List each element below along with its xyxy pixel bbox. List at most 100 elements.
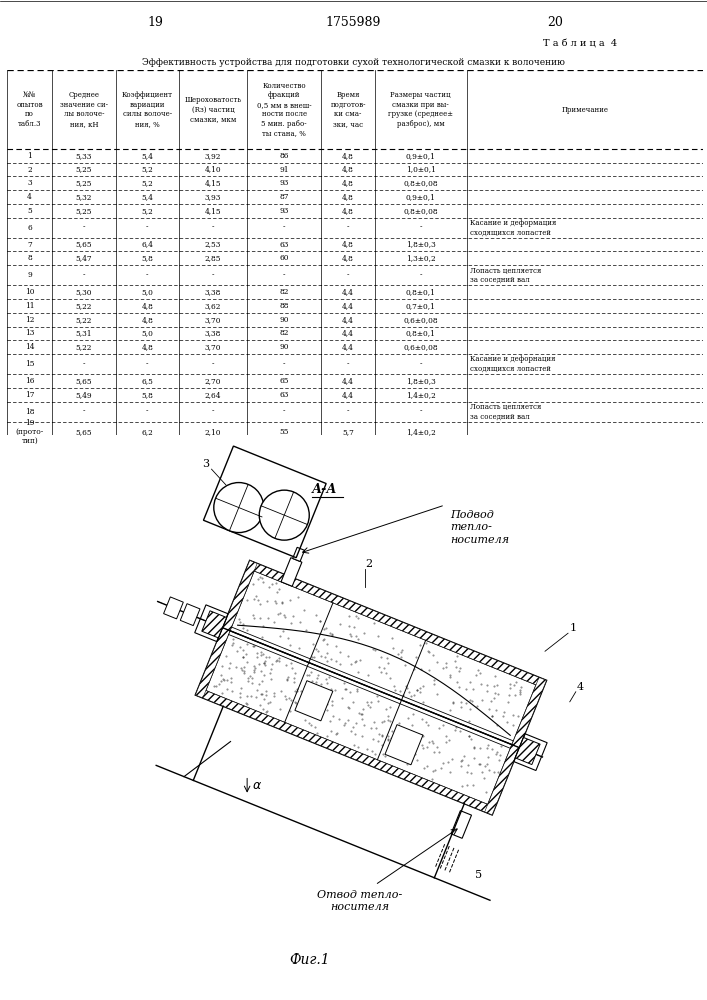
Text: 86: 86 xyxy=(279,152,289,160)
Text: 5,25: 5,25 xyxy=(76,207,92,215)
Text: Лопасть цепляется
за соседний вал: Лопасть цепляется за соседний вал xyxy=(470,403,542,420)
Text: 5,0: 5,0 xyxy=(141,329,153,337)
Text: 2,10: 2,10 xyxy=(204,428,221,436)
Polygon shape xyxy=(180,604,200,626)
Text: 0,6±0,08: 0,6±0,08 xyxy=(404,343,438,351)
Text: 3,38: 3,38 xyxy=(205,329,221,337)
Text: 1,4±0,2: 1,4±0,2 xyxy=(406,391,436,399)
Polygon shape xyxy=(295,681,333,721)
Polygon shape xyxy=(451,811,472,838)
Text: 4,8: 4,8 xyxy=(342,254,354,262)
Text: 4,4: 4,4 xyxy=(342,316,354,324)
Text: -: - xyxy=(347,224,349,232)
Polygon shape xyxy=(293,547,305,561)
Text: -: - xyxy=(83,271,85,279)
Text: 3,70: 3,70 xyxy=(204,316,221,324)
Text: -: - xyxy=(146,271,148,279)
Text: 2: 2 xyxy=(365,559,372,569)
Text: Примечание: Примечание xyxy=(561,106,609,114)
Text: -: - xyxy=(283,271,286,279)
Text: 3,93: 3,93 xyxy=(205,193,221,201)
Polygon shape xyxy=(201,611,227,638)
Text: 1: 1 xyxy=(570,623,577,633)
Text: 5,22: 5,22 xyxy=(76,302,92,310)
Text: 0,9±0,1: 0,9±0,1 xyxy=(406,193,436,201)
Text: -: - xyxy=(347,360,349,368)
Text: -: - xyxy=(283,408,286,416)
Text: 6,2: 6,2 xyxy=(141,428,153,436)
Text: 5,25: 5,25 xyxy=(76,166,92,174)
Text: Фиг.1: Фиг.1 xyxy=(290,953,330,967)
Text: 0,7±0,1: 0,7±0,1 xyxy=(406,302,436,310)
Text: 82: 82 xyxy=(279,329,288,337)
Text: 1,8±0,3: 1,8±0,3 xyxy=(406,241,436,249)
Text: 55: 55 xyxy=(279,428,289,436)
Text: 4,4: 4,4 xyxy=(342,391,354,399)
Text: 3: 3 xyxy=(28,179,32,187)
Text: 2,70: 2,70 xyxy=(204,377,221,385)
Text: 10: 10 xyxy=(25,288,35,296)
Text: 3,62: 3,62 xyxy=(205,302,221,310)
Text: -: - xyxy=(419,360,422,368)
Text: 5,8: 5,8 xyxy=(141,254,153,262)
Text: 5: 5 xyxy=(474,870,481,880)
Text: 6,4: 6,4 xyxy=(141,241,153,249)
Text: -: - xyxy=(83,408,85,416)
Text: 8: 8 xyxy=(28,254,32,262)
Text: 4,4: 4,4 xyxy=(342,329,354,337)
Text: 4,8: 4,8 xyxy=(342,241,354,249)
Text: 93: 93 xyxy=(279,207,288,215)
Text: -: - xyxy=(347,408,349,416)
Text: -: - xyxy=(419,271,422,279)
Text: 9: 9 xyxy=(28,271,32,279)
Text: 0,8±0,1: 0,8±0,1 xyxy=(406,288,436,296)
Text: 4: 4 xyxy=(577,682,584,692)
Text: А-А: А-А xyxy=(312,483,337,496)
Text: -: - xyxy=(211,224,214,232)
Text: -: - xyxy=(419,408,422,416)
Text: Т а б л и ц а  4: Т а б л и ц а 4 xyxy=(543,40,617,49)
Text: 5,4: 5,4 xyxy=(141,193,153,201)
Text: 1755989: 1755989 xyxy=(325,16,380,29)
Text: 0,8±0,08: 0,8±0,08 xyxy=(404,207,438,215)
Circle shape xyxy=(259,490,309,540)
Text: 11: 11 xyxy=(25,302,35,310)
Text: 4,4: 4,4 xyxy=(342,343,354,351)
Polygon shape xyxy=(485,677,547,815)
Text: 2,53: 2,53 xyxy=(205,241,221,249)
Text: 5,65: 5,65 xyxy=(76,377,92,385)
Text: 5,47: 5,47 xyxy=(76,254,92,262)
Text: Подвод
тепло-
носителя: Подвод тепло- носителя xyxy=(450,510,509,545)
Text: Шероховатость
(Rз) частиц
смазки, мкм: Шероховатость (Rз) частиц смазки, мкм xyxy=(185,96,241,123)
Text: 5,65: 5,65 xyxy=(76,241,92,249)
Text: 0,9±0,1: 0,9±0,1 xyxy=(406,152,436,160)
Text: 5,65: 5,65 xyxy=(76,428,92,436)
Text: 4,10: 4,10 xyxy=(204,166,221,174)
Text: -: - xyxy=(283,224,286,232)
Text: -: - xyxy=(347,271,349,279)
Text: 5,2: 5,2 xyxy=(141,207,153,215)
Text: 0,6±0,08: 0,6±0,08 xyxy=(404,316,438,324)
Text: Коэффициент
вариации
силы волоче-
ния, %: Коэффициент вариации силы волоче- ния, % xyxy=(122,91,173,128)
Text: 4,8: 4,8 xyxy=(342,193,354,201)
Text: Количество
фракций
0,5 мм в внеш-
ности после
5 мин. рабо-
ты стана, %: Количество фракций 0,5 мм в внеш- ности … xyxy=(257,82,311,137)
Text: 5,22: 5,22 xyxy=(76,343,92,351)
Text: 60: 60 xyxy=(279,254,289,262)
Text: Касание и дефорнация
сходящихся лопастей: Касание и дефорнация сходящихся лопастей xyxy=(470,355,556,373)
Text: -: - xyxy=(211,408,214,416)
Text: 5,7: 5,7 xyxy=(342,428,354,436)
Text: 1,8±0,3: 1,8±0,3 xyxy=(406,377,436,385)
Text: 13: 13 xyxy=(25,329,34,337)
Text: 19
(прото-
тип): 19 (прото- тип) xyxy=(16,419,44,445)
Text: $\alpha$: $\alpha$ xyxy=(252,779,262,792)
Text: 5,33: 5,33 xyxy=(76,152,92,160)
Text: 2: 2 xyxy=(28,166,32,174)
Text: -: - xyxy=(83,360,85,368)
Text: 16: 16 xyxy=(25,377,35,385)
Text: 65: 65 xyxy=(279,377,289,385)
Text: 4,8: 4,8 xyxy=(342,152,354,160)
Text: 5,4: 5,4 xyxy=(141,152,153,160)
Text: -: - xyxy=(146,360,148,368)
Text: 4,4: 4,4 xyxy=(342,288,354,296)
Text: 90: 90 xyxy=(279,316,289,324)
